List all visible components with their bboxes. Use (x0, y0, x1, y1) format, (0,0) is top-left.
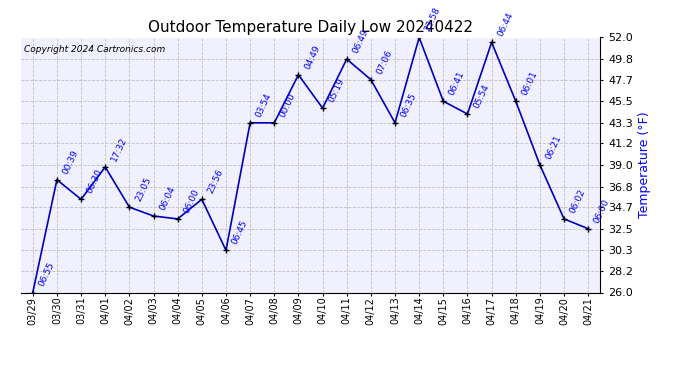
Text: 06:41: 06:41 (448, 70, 466, 97)
Text: 06:04: 06:04 (158, 185, 177, 212)
Text: 06:49: 06:49 (351, 28, 370, 55)
Text: 07:06: 07:06 (375, 48, 394, 75)
Text: 17:32: 17:32 (110, 136, 128, 163)
Title: Outdoor Temperature Daily Low 20240422: Outdoor Temperature Daily Low 20240422 (148, 20, 473, 35)
Text: 03:54: 03:54 (255, 92, 273, 118)
Text: 06:35: 06:35 (400, 92, 418, 118)
Text: 04:49: 04:49 (303, 44, 322, 70)
Text: 06:02: 06:02 (569, 188, 587, 215)
Text: 00:00: 00:00 (279, 92, 297, 118)
Y-axis label: Temperature (°F): Temperature (°F) (638, 112, 651, 218)
Text: 06:44: 06:44 (496, 11, 515, 38)
Text: 23:56: 23:56 (206, 168, 225, 195)
Text: 00:39: 00:39 (61, 148, 80, 176)
Text: 05:19: 05:19 (327, 77, 346, 104)
Text: 05:54: 05:54 (472, 83, 491, 110)
Text: 23:05: 23:05 (134, 176, 152, 203)
Text: Copyright 2024 Cartronics.com: Copyright 2024 Cartronics.com (23, 45, 165, 54)
Text: 06:00: 06:00 (593, 197, 611, 225)
Text: 06:45: 06:45 (230, 219, 249, 246)
Text: 23:58: 23:58 (424, 6, 442, 33)
Text: 06:01: 06:01 (520, 70, 539, 97)
Text: 06:30: 06:30 (86, 168, 104, 195)
Text: 06:21: 06:21 (544, 134, 563, 161)
Text: 06:00: 06:00 (182, 188, 201, 215)
Text: 06:55: 06:55 (37, 261, 56, 288)
